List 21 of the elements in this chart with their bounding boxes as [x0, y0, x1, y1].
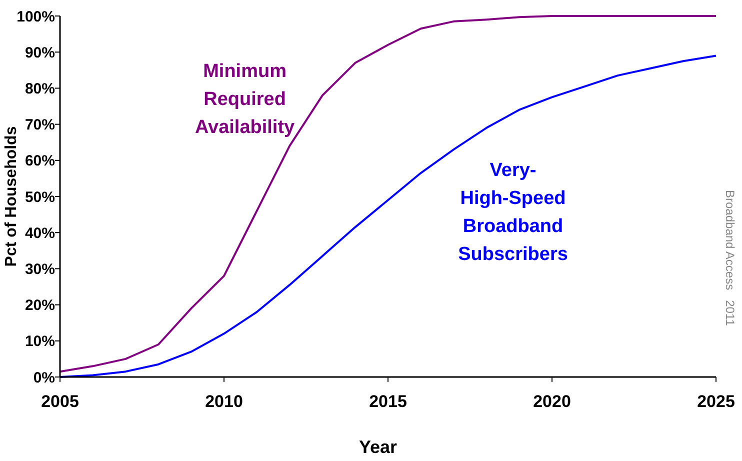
series-label: Very- High-Speed Broadband Subscribers — [458, 160, 568, 266]
y-tick-label: 70% — [24, 116, 55, 134]
y-tick-label: 80% — [24, 80, 55, 98]
x-tick-label: 2005 — [41, 392, 79, 411]
y-tick-label: 20% — [24, 297, 55, 314]
y-tick-label: 100% — [16, 8, 55, 26]
y-tick-label: 40% — [24, 224, 55, 242]
series-label: Minimum Required Availability — [194, 60, 296, 138]
x-axis-title: Year — [358, 437, 398, 457]
text: Broadband Access 2011 — [723, 190, 737, 326]
x-tick-label: 2025 — [697, 392, 735, 411]
x-tick-label: 2020 — [533, 392, 571, 411]
y-tick-label: 90% — [24, 44, 55, 62]
y-tick-label: 30% — [24, 260, 55, 278]
x-tick-label: 2015 — [369, 392, 407, 411]
y-tick-label: 10% — [24, 333, 55, 350]
y-tick-label: 0% — [33, 369, 55, 386]
y-tick-label: 60% — [24, 152, 55, 170]
y-tick-label: 50% — [24, 188, 55, 206]
y-axis-title: Pct of Households — [3, 126, 20, 267]
x-tick-label: 2010 — [205, 392, 243, 411]
